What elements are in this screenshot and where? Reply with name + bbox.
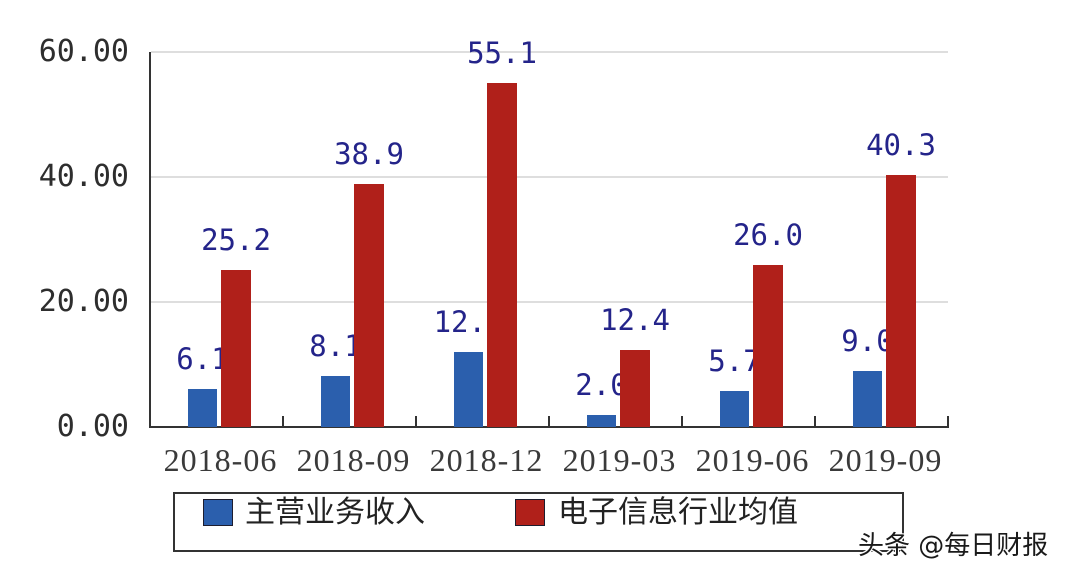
- legend-label-industry-average: 电子信息行业均值: [558, 495, 798, 530]
- x-tick-label: 2018-06: [163, 442, 278, 478]
- x-axis-line: [149, 426, 949, 428]
- gridline: [151, 301, 948, 303]
- bar-industry-average: [354, 183, 384, 427]
- value-label: 8.1: [309, 329, 362, 364]
- bar-industry-average: [620, 349, 650, 427]
- bar-main-revenue: [188, 388, 217, 427]
- legend-label-main-revenue: 主营业务收入: [245, 495, 425, 530]
- value-label: 5.7: [708, 344, 761, 379]
- legend: 主营业务收入 电子信息行业均值: [173, 492, 904, 552]
- gridline: [151, 51, 948, 53]
- value-label: 55.1: [467, 35, 537, 70]
- bar-main-revenue: [853, 370, 882, 427]
- bar-industry-average: [221, 269, 251, 427]
- x-tick: [282, 416, 284, 427]
- x-tick-label: 2018-12: [429, 442, 544, 478]
- x-tick: [681, 416, 683, 427]
- bar-main-revenue: [587, 414, 616, 427]
- bar-main-revenue: [720, 391, 749, 427]
- bar-main-revenue: [454, 352, 483, 427]
- x-tick: [415, 416, 417, 427]
- watermark-text: 头条 @每日财报: [858, 531, 1049, 561]
- y-tick-label: 60.00: [38, 34, 129, 69]
- value-label: 26.0: [733, 217, 803, 252]
- value-label: 9.0: [841, 323, 894, 358]
- x-tick-label: 2019-09: [828, 442, 943, 478]
- bar-industry-average: [753, 264, 783, 427]
- legend-swatch-main-revenue: [203, 499, 233, 526]
- x-tick: [947, 416, 949, 427]
- x-tick-label: 2019-06: [695, 442, 810, 478]
- value-label: 40.3: [866, 128, 936, 163]
- bar-industry-average: [487, 82, 517, 427]
- bar-main-revenue: [321, 376, 350, 427]
- x-tick: [548, 416, 550, 427]
- x-tick: [814, 416, 816, 427]
- bar-industry-average: [886, 175, 916, 427]
- gridline: [151, 176, 948, 178]
- y-axis-line: [149, 52, 151, 428]
- x-tick-label: 2018-09: [296, 442, 411, 478]
- value-label: 12.4: [600, 302, 670, 337]
- value-label: 2.0: [575, 367, 628, 402]
- y-tick-label: 20.00: [38, 284, 129, 319]
- value-label: 25.2: [201, 222, 271, 257]
- value-label: 6.1: [176, 341, 229, 376]
- legend-swatch-industry-average: [515, 499, 545, 526]
- x-tick-label: 2019-03: [562, 442, 677, 478]
- value-label: 38.9: [334, 136, 404, 171]
- y-tick-label: 0.00: [56, 409, 129, 444]
- y-tick-label: 40.00: [38, 159, 129, 194]
